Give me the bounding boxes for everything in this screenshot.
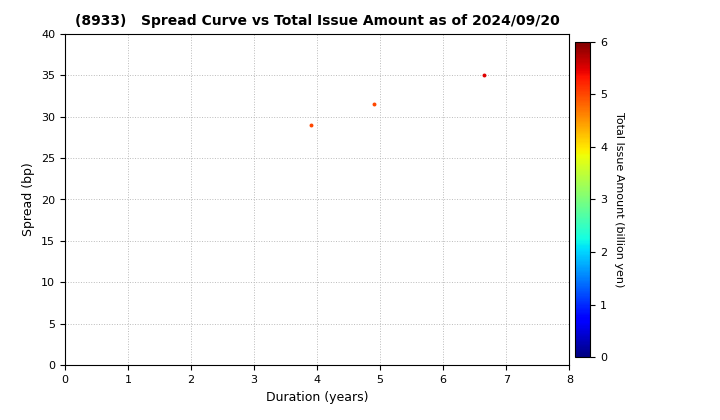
X-axis label: Duration (years): Duration (years) <box>266 391 369 404</box>
Point <box>305 121 317 128</box>
Y-axis label: Total Issue Amount (billion yen): Total Issue Amount (billion yen) <box>614 112 624 287</box>
Point <box>479 72 490 79</box>
Title: (8933)   Spread Curve vs Total Issue Amount as of 2024/09/20: (8933) Spread Curve vs Total Issue Amoun… <box>75 14 559 28</box>
Point <box>368 101 379 108</box>
Y-axis label: Spread (bp): Spread (bp) <box>22 163 35 236</box>
